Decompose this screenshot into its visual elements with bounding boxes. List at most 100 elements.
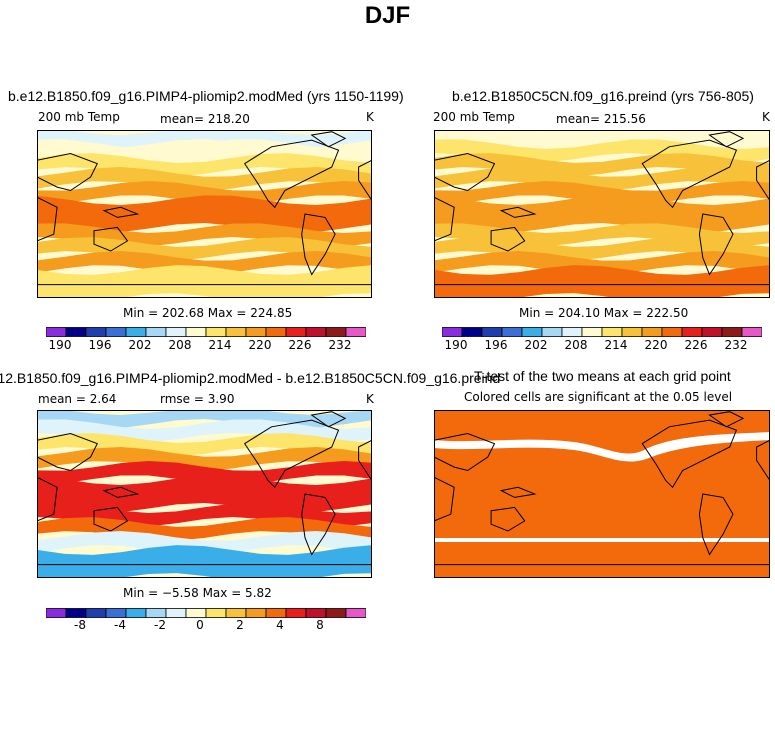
coastline (756, 159, 770, 202)
field-band (37, 531, 372, 555)
map-frame (434, 410, 770, 578)
field-band (434, 251, 770, 275)
colorbar-box (541, 327, 563, 337)
cbar3-tick: -2 (154, 618, 166, 632)
coastline (756, 439, 770, 482)
cbar1-tick: 202 (128, 338, 152, 352)
coastline (499, 486, 537, 498)
colorbar-box (245, 327, 267, 337)
colorbar-box (325, 327, 347, 337)
coastline (243, 139, 340, 209)
colorbar-box (561, 327, 583, 337)
non-significant-band (434, 538, 770, 542)
panel-1-colorbar (46, 327, 366, 337)
cbar2-tick: 202 (524, 338, 548, 352)
colorbar-box (701, 327, 723, 337)
colorbar-box (285, 608, 307, 618)
cbar2-tick: 226 (684, 338, 708, 352)
non-significant-band (434, 432, 770, 462)
cbar2-tick: 232 (724, 338, 748, 352)
colorbar-box (165, 327, 187, 337)
colorbar-box (65, 608, 87, 618)
colorbar-box (721, 327, 743, 337)
coastline (37, 476, 58, 522)
colorbar-box (521, 327, 543, 337)
colorbar-box (345, 327, 366, 337)
colorbar-box (105, 327, 127, 337)
panel-2-map (434, 130, 770, 298)
field-band (37, 475, 372, 513)
map-frame (37, 410, 372, 578)
panel-4-map (434, 410, 770, 578)
colorbar-box (165, 608, 187, 618)
coastline (434, 152, 496, 192)
panel-3-units: K (366, 392, 374, 406)
colorbar-box (205, 608, 227, 618)
colorbar-box (481, 327, 503, 337)
colorbar-box (85, 608, 107, 618)
colorbar-box (125, 608, 147, 618)
panel-3-min-max: Min = −5.58 Max = 5.82 (123, 586, 272, 600)
cbar3-tick: 0 (196, 618, 204, 632)
coastline (490, 506, 526, 532)
coastline (301, 493, 336, 556)
panel-2-title: b.e12.B1850C5CN.f09_g16.preind (yrs 756-… (452, 88, 754, 104)
coastline (434, 196, 455, 242)
colorbar-box (46, 327, 67, 337)
panel-3-mean: mean = 2.64 (38, 392, 117, 406)
cbar1-tick: 226 (288, 338, 312, 352)
field-band (37, 447, 372, 471)
cbar2-tick: 220 (644, 338, 668, 352)
coastline (93, 226, 129, 252)
colorbar-box (345, 608, 366, 618)
cbar1-tick: 214 (208, 338, 232, 352)
coastline (358, 439, 372, 482)
colorbar-box (442, 327, 463, 337)
cbar2-tick: 190 (444, 338, 468, 352)
panel-2-variable-label: 200 mb Temp (433, 110, 515, 124)
colorbar-box (105, 608, 127, 618)
coastline (310, 411, 347, 428)
coastline (310, 131, 347, 148)
cbar1-tick: 196 (88, 338, 112, 352)
colorbar-box (65, 327, 87, 337)
field-band (37, 265, 372, 298)
coastline (708, 131, 745, 148)
colorbar-box (46, 608, 67, 618)
coastline (358, 159, 372, 202)
colorbar-box (265, 327, 287, 337)
coastline (698, 493, 734, 556)
field-band (434, 195, 770, 233)
colorbar-box (501, 327, 523, 337)
colorbar-box (741, 327, 762, 337)
colorbar-box (305, 608, 327, 618)
colorbar-box (641, 327, 663, 337)
coastline (698, 213, 734, 276)
colorbar-box (145, 327, 167, 337)
coastline (434, 432, 496, 472)
colorbar-box (145, 608, 167, 618)
coastline (93, 506, 129, 532)
field-band (37, 461, 372, 485)
coastline (37, 432, 98, 472)
coastline (499, 206, 537, 218)
colorbar-box (681, 327, 703, 337)
colorbar-box (265, 608, 287, 618)
colorbar-box (305, 327, 327, 337)
map-frame (434, 130, 770, 298)
cbar3-tick: -8 (74, 618, 86, 632)
cbar3-tick: -4 (114, 618, 126, 632)
field-band (37, 195, 372, 233)
cbar2-tick: 214 (604, 338, 628, 352)
coastline (243, 419, 340, 489)
cbar1-tick: 190 (48, 338, 72, 352)
colorbar-box (185, 327, 207, 337)
panel-4-title: T-test of the two means at each grid poi… (474, 368, 731, 384)
coastline (37, 196, 58, 242)
colorbar-box (621, 327, 643, 337)
field-band (37, 251, 372, 275)
field-band (37, 167, 372, 191)
field-band (37, 545, 372, 578)
panel-3-map (37, 410, 372, 578)
coastline (641, 419, 738, 489)
